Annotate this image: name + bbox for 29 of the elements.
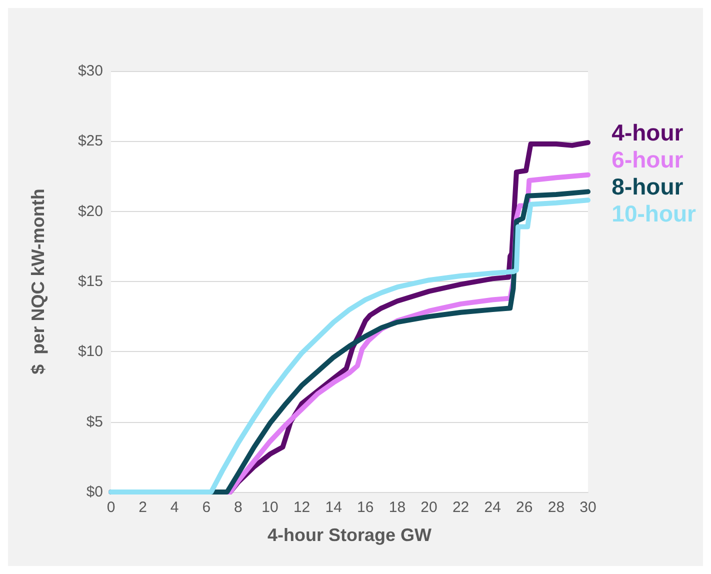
x-tick-label: 18 [388,499,406,516]
y-tick-label: $5 [86,413,103,430]
x-tick-label: 2 [138,499,147,516]
x-tick-label: 6 [202,499,211,516]
x-tick-label: 0 [106,499,116,516]
y-tick-label: $25 [78,132,103,150]
x-tick-label: 30 [580,499,596,516]
series-label: 6-hour [612,146,684,172]
y-tick-label: $30 [78,62,103,80]
x-tick-label: 20 [420,499,438,516]
x-tick-label: 14 [325,499,342,516]
x-tick-label: 4 [170,499,179,516]
y-tick-label: $20 [78,202,103,220]
x-tick-label: 8 [234,499,242,516]
x-tick-label: 16 [357,499,374,516]
y-tick-label: $10 [78,343,103,360]
series-label: 8-hour [612,174,684,200]
y-tick-label: $0 [86,484,103,500]
x-tick-label: 28 [548,499,565,516]
x-axis-title: 4-hour Storage GW [267,525,432,545]
x-tick-label: 24 [484,499,501,516]
x-tick-label: 10 [262,499,278,516]
series-label: 10-hour [612,200,696,226]
x-tick-label: 26 [516,499,533,516]
y-tick-label: $15 [78,273,103,290]
series-label: 4-hour [612,120,684,146]
y-axis-title: $ per NQC kW-month [28,188,48,374]
x-tick-label: 22 [452,499,470,516]
x-tick-label: 12 [293,499,310,516]
